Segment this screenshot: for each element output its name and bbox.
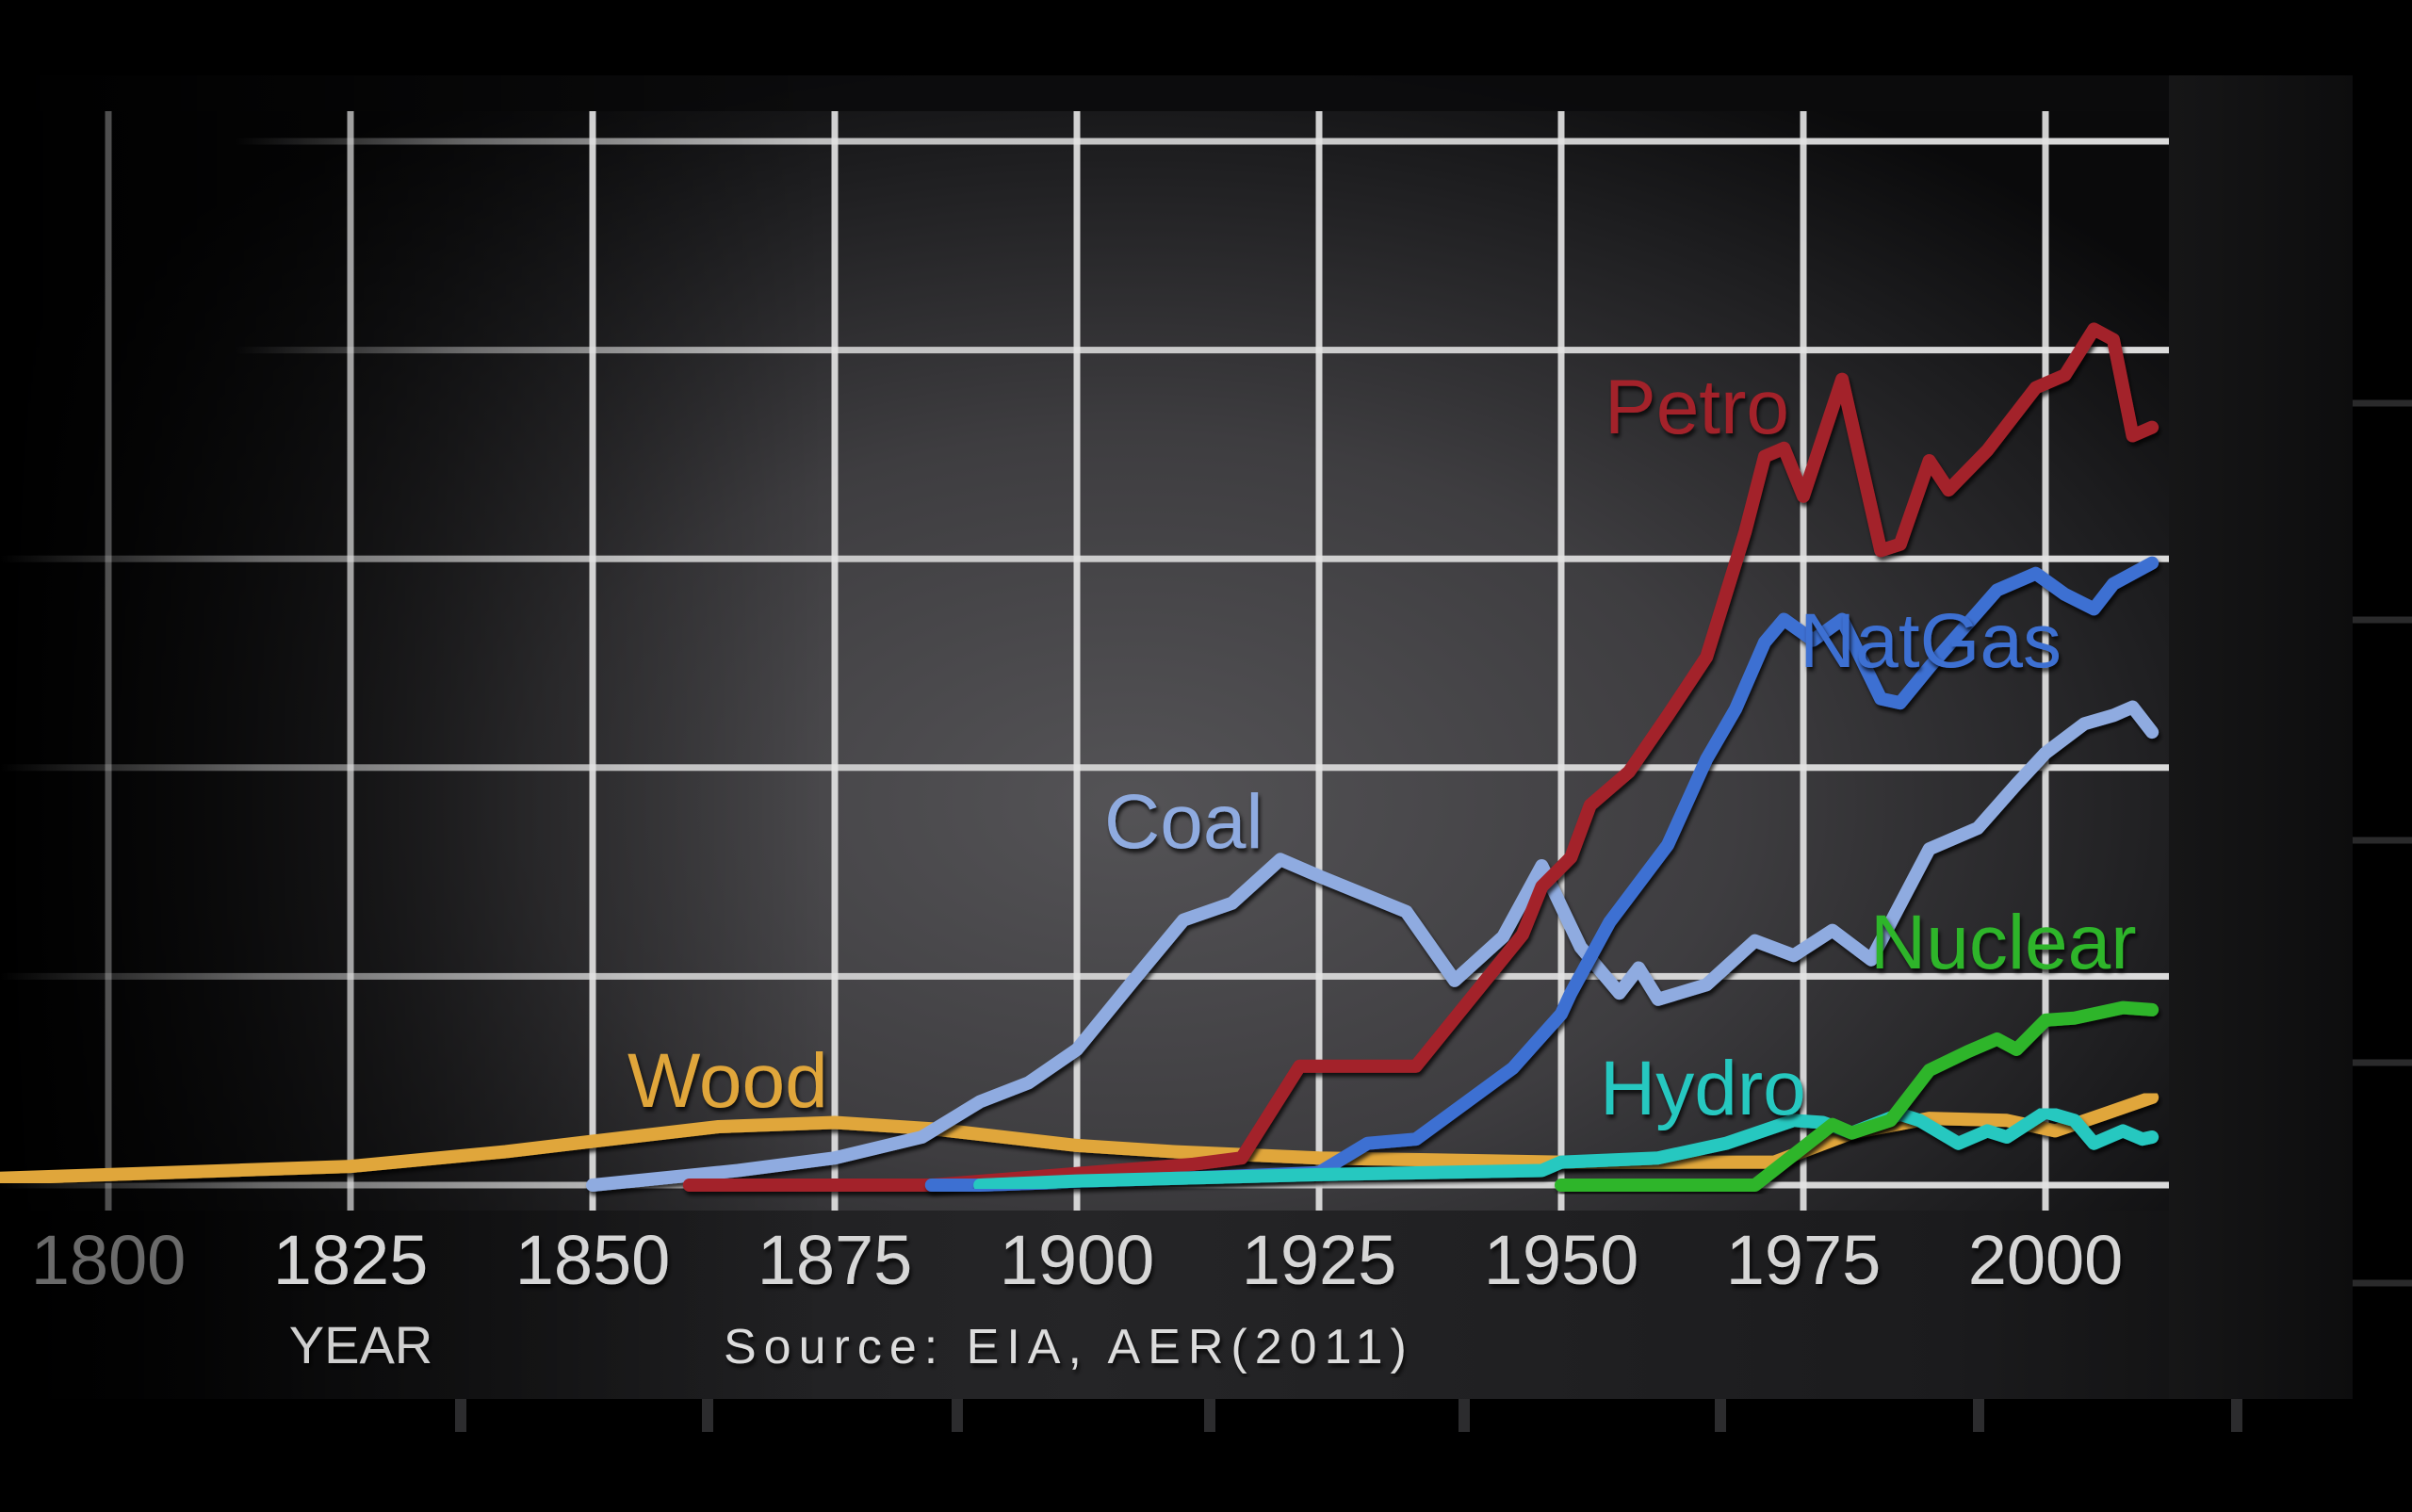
right-panel bbox=[2169, 75, 2353, 1399]
grid-vertical-line bbox=[347, 111, 354, 1211]
right-edge-stubs bbox=[2353, 399, 2412, 1287]
series-labels: Wood Coal Petro NatGas Hydro Nuclear bbox=[627, 365, 2137, 1131]
grid-vertical-line bbox=[1073, 111, 1081, 1211]
grid-vertical-line bbox=[2042, 111, 2049, 1211]
x-tick-label: 1975 bbox=[1726, 1221, 1882, 1299]
tick-stub bbox=[1204, 1399, 1215, 1432]
series-label-petro: Petro bbox=[1605, 365, 1789, 450]
tick-stub bbox=[1715, 1399, 1726, 1432]
grid-vertical-line bbox=[589, 111, 596, 1211]
grid-horizontal-line bbox=[0, 972, 2169, 980]
x-axis-label: YEAR bbox=[289, 1315, 433, 1374]
series-label-hydro: Hydro bbox=[1600, 1046, 1806, 1131]
grid-horizontal-line bbox=[236, 347, 2169, 354]
x-tick-label: 1950 bbox=[1484, 1221, 1639, 1299]
x-axis-tick-labels: 1800 1825 1850 1875 1900 1925 1950 1975 2000 bbox=[31, 1221, 2124, 1299]
series-label-nuclear: Nuclear bbox=[1870, 900, 2137, 985]
grid-vertical-line bbox=[831, 111, 839, 1211]
grid-horizontal-line bbox=[236, 138, 2169, 145]
grid-vertical-line bbox=[1557, 111, 1565, 1211]
grid-horizontal-line bbox=[0, 555, 2169, 562]
x-tick-label: 1925 bbox=[1242, 1221, 1397, 1299]
series-label-wood: Wood bbox=[627, 1038, 828, 1124]
tick-stub bbox=[952, 1399, 963, 1432]
tick-stub bbox=[1459, 1399, 1470, 1432]
grid-horizontal-line bbox=[0, 764, 2169, 772]
series-lines bbox=[0, 322, 2159, 1192]
tick-stub bbox=[2231, 1399, 2242, 1432]
series-label-natgas: NatGas bbox=[1800, 598, 2062, 684]
x-tick-label: 2000 bbox=[1968, 1221, 2124, 1299]
x-tick-label: 1800 bbox=[31, 1221, 187, 1299]
x-tick-label: 1875 bbox=[758, 1221, 913, 1299]
bottom-tick-stubs bbox=[455, 1399, 2242, 1432]
grid-vertical-line bbox=[1800, 111, 1807, 1211]
source-note: Source: EIA, AER(2011) bbox=[724, 1320, 1414, 1374]
series-line-petro bbox=[682, 322, 2159, 1192]
grid-vertical-line bbox=[105, 111, 112, 1211]
tick-stub bbox=[1973, 1399, 1984, 1432]
series-label-coal: Coal bbox=[1104, 779, 1263, 865]
series-line-natgas bbox=[924, 556, 2159, 1192]
x-tick-label: 1850 bbox=[515, 1221, 671, 1299]
series-line-coal bbox=[586, 700, 2159, 1192]
left-vignette bbox=[0, 75, 2169, 1399]
tick-stub bbox=[702, 1399, 713, 1432]
grid-vertical-line bbox=[1315, 111, 1323, 1211]
x-tick-label: 1825 bbox=[273, 1221, 429, 1299]
tick-stub bbox=[455, 1399, 466, 1432]
x-tick-label: 1900 bbox=[1000, 1221, 1155, 1299]
series-line-nuclear bbox=[1555, 1000, 2159, 1192]
